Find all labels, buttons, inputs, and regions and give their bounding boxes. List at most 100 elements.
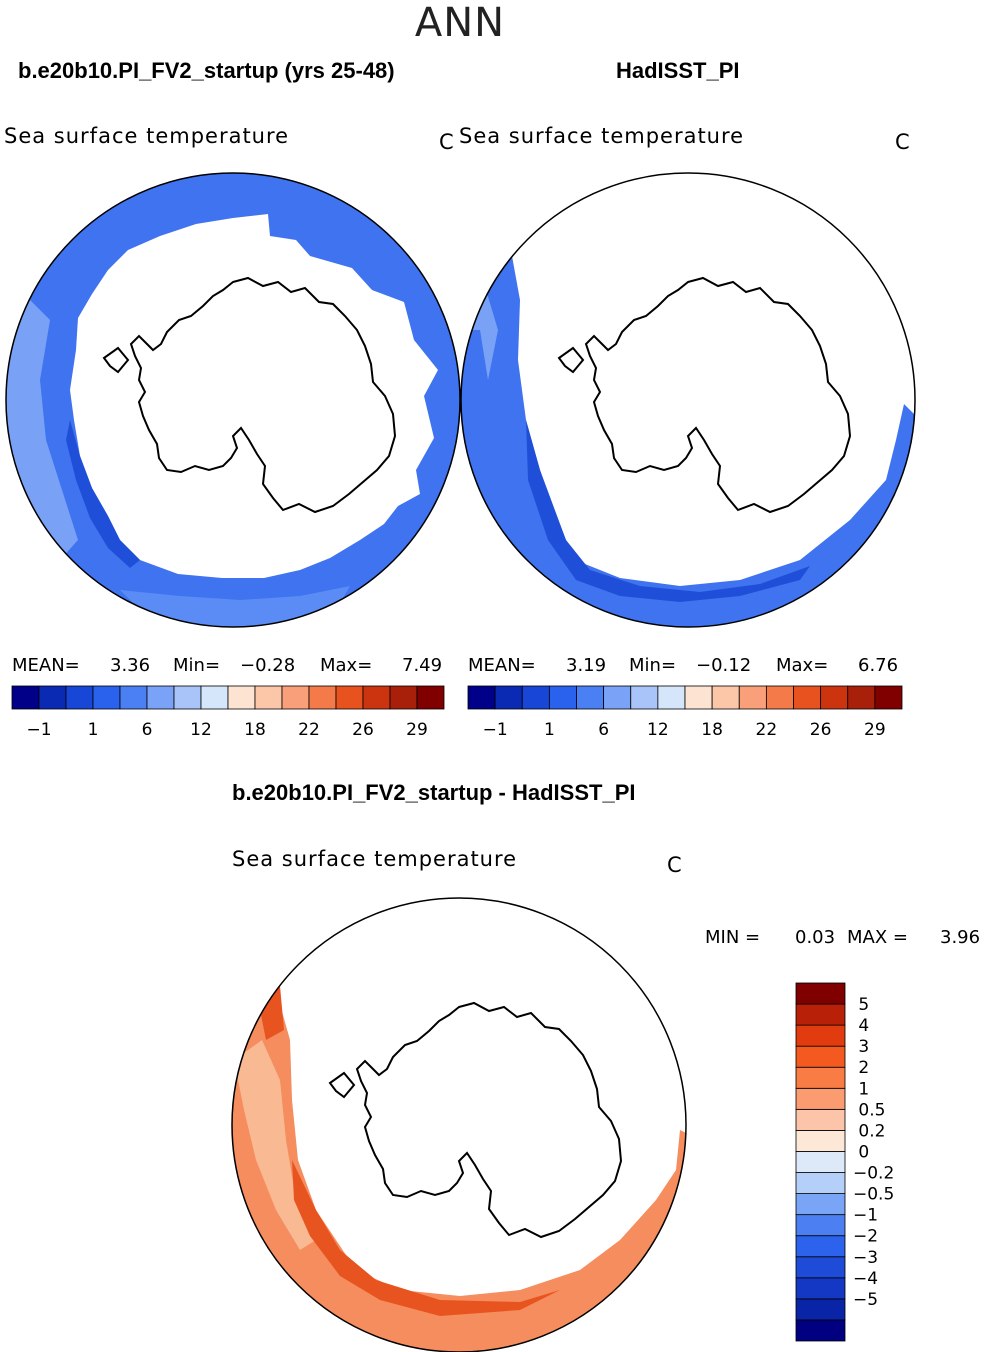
diff-colorbar-swatch xyxy=(795,1235,846,1258)
model-min-label: Min= xyxy=(173,655,221,676)
model-colorbar-tick-label: 18 xyxy=(244,720,266,740)
model-colorbar-swatch xyxy=(335,685,364,710)
obs-colorbar-tick-label: 1 xyxy=(544,720,555,740)
diff-map-border xyxy=(231,897,687,1352)
diff-colorbar-swatch xyxy=(795,1214,846,1237)
diff-units-label: C xyxy=(667,853,682,877)
model-map xyxy=(6,173,460,627)
model-min-value: −0.28 xyxy=(240,655,296,676)
diff-colorbar-label: −0.2 xyxy=(853,1164,894,1184)
model-colorbar-tick-label: 6 xyxy=(142,720,153,740)
model-max-label: Max= xyxy=(320,655,373,676)
obs-colorbar: −1 1 6 12 18 22 26 29 xyxy=(467,685,903,740)
obs-map xyxy=(461,173,915,627)
obs-min-label: Min= xyxy=(629,655,677,676)
diff-colorbar-label: 0.2 xyxy=(853,1121,885,1141)
model-colorbar-swatch xyxy=(38,685,67,710)
diff-colorbar-swatch xyxy=(795,1130,846,1152)
diff-colorbar-label: 2 xyxy=(853,1058,869,1078)
diff-colorbar-swatch xyxy=(795,1298,846,1321)
diff-min-value: 0.03 xyxy=(795,927,836,948)
diff-colorbar-label: −5 xyxy=(853,1290,878,1310)
diff-colorbar-swatch xyxy=(795,1108,846,1131)
diff-colorbar-swatch xyxy=(795,1087,846,1110)
obs-ocean-dark xyxy=(526,420,810,602)
obs-map-border xyxy=(460,172,916,628)
diff-map xyxy=(232,898,686,1352)
obs-ocean-light xyxy=(462,290,498,380)
model-mean-value: 3.36 xyxy=(110,655,151,676)
model-colorbar-swatch xyxy=(11,685,40,710)
model-max-value: 7.49 xyxy=(402,655,443,676)
model-colorbar-swatch xyxy=(281,685,310,710)
obs-colorbar-swatch xyxy=(793,685,822,710)
model-colorbar-tick-label: 12 xyxy=(190,720,212,740)
diff-variable-label: Sea surface temperature xyxy=(232,847,518,871)
diff-colorbar-label: −3 xyxy=(853,1248,878,1268)
model-colorbar-swatch xyxy=(146,685,175,710)
diff-colorbar-swatch xyxy=(795,1319,846,1342)
model-colorbar: −1 1 6 12 18 22 26 29 xyxy=(11,685,445,740)
diff-colorbar-label: 0 xyxy=(853,1142,869,1162)
model-colorbar-tick-label: 29 xyxy=(406,720,428,740)
model-variable-label: Sea surface temperature xyxy=(4,124,290,148)
obs-units-label: C xyxy=(895,130,910,154)
obs-mean-value: 3.19 xyxy=(566,655,607,676)
model-case-title: b.e20b10.PI_FV2_startup (yrs 25-48) xyxy=(18,58,395,83)
diff-colorbar-swatch xyxy=(795,1024,846,1047)
model-colorbar-swatch xyxy=(254,685,283,710)
diff-colorbar-swatch xyxy=(795,1172,846,1194)
diff-colorbar-swatch xyxy=(795,1256,846,1279)
obs-colorbar-swatch xyxy=(630,685,659,710)
model-colorbar-swatch xyxy=(308,685,337,710)
diff-colorbar-label: −1 xyxy=(853,1206,878,1226)
model-colorbar-swatch xyxy=(65,685,94,710)
model-colorbar-swatch xyxy=(92,685,121,710)
diff-colorbar-label: −0.5 xyxy=(853,1185,894,1205)
diff-colorbar-label: −4 xyxy=(853,1269,878,1289)
obs-colorbar-tick-label: 22 xyxy=(756,720,778,740)
model-mean-label: MEAN= xyxy=(12,655,80,676)
diff-colorbar-swatch xyxy=(795,1003,846,1026)
diff-colorbar-label: 3 xyxy=(853,1037,869,1057)
obs-colorbar-swatch xyxy=(684,685,713,710)
model-colorbar-tick-label: 22 xyxy=(298,720,320,740)
model-colorbar-tick-label: 1 xyxy=(88,720,99,740)
obs-case-title: HadISST_PI xyxy=(616,58,740,83)
diff-colorbar-label: 1 xyxy=(853,1079,869,1099)
obs-colorbar-swatch xyxy=(820,685,849,710)
diff-colorbar-label: 5 xyxy=(853,995,869,1015)
season-title: ANN xyxy=(414,0,506,46)
diff-colorbar-swatch xyxy=(795,1045,846,1068)
obs-colorbar-tick-label: 26 xyxy=(810,720,832,740)
obs-colorbar-swatch xyxy=(521,685,550,710)
diff-max-value: 3.96 xyxy=(940,927,981,948)
obs-max-label: Max= xyxy=(776,655,829,676)
obs-colorbar-swatch xyxy=(657,685,686,710)
diff-title: b.e20b10.PI_FV2_startup - HadISST_PI xyxy=(232,780,636,805)
model-units-label: C xyxy=(439,130,454,154)
diff-colorbar-swatch xyxy=(795,982,846,1005)
diff-colorbar-label: −2 xyxy=(853,1227,878,1247)
model-ocean-dark xyxy=(66,420,140,568)
model-colorbar-swatch xyxy=(416,685,445,710)
diff-max-label: MAX = xyxy=(847,927,908,948)
obs-colorbar-swatch xyxy=(711,685,740,710)
diff-colorbar: 5 4 3 2 1 0.5 0.2 0−0.2−0.5−1−2−3−4−5 xyxy=(795,982,894,1342)
model-colorbar-swatch xyxy=(200,685,229,710)
obs-max-value: 6.76 xyxy=(858,655,899,676)
model-colorbar-swatch xyxy=(362,685,391,710)
obs-colorbar-swatch xyxy=(738,685,767,710)
obs-colorbar-tick-label: 29 xyxy=(864,720,886,740)
model-colorbar-swatch xyxy=(119,685,148,710)
diff-colorbar-swatch xyxy=(795,1277,846,1300)
obs-colorbar-swatch xyxy=(847,685,876,710)
obs-colorbar-tick-label: 18 xyxy=(701,720,723,740)
obs-colorbar-swatch xyxy=(576,685,605,710)
obs-variable-label: Sea surface temperature xyxy=(459,124,745,148)
obs-colorbar-swatch xyxy=(494,685,523,710)
diff-colorbar-label: 0.5 xyxy=(853,1100,885,1120)
obs-colorbar-swatch xyxy=(603,685,632,710)
diff-min-label: MIN = xyxy=(705,927,761,948)
